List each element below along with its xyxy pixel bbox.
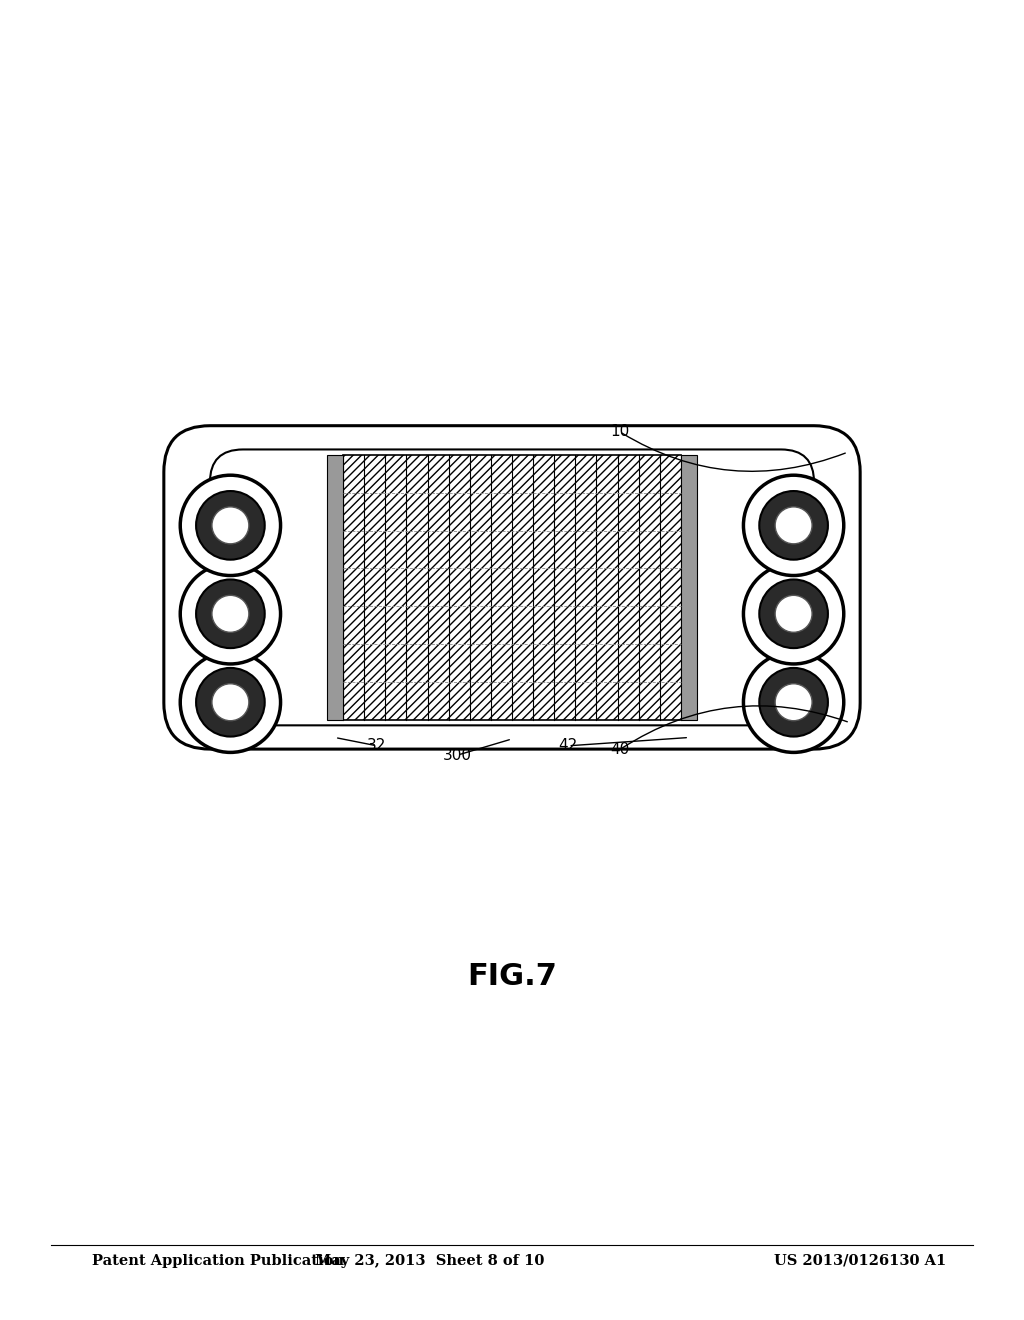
FancyBboxPatch shape: [164, 425, 860, 748]
Circle shape: [180, 652, 281, 752]
Circle shape: [759, 491, 828, 560]
Circle shape: [212, 595, 249, 632]
Bar: [343, 454, 681, 721]
Circle shape: [743, 564, 844, 664]
Circle shape: [196, 491, 265, 560]
Circle shape: [196, 579, 265, 648]
FancyBboxPatch shape: [210, 449, 814, 725]
Circle shape: [759, 579, 828, 648]
Text: 10: 10: [610, 424, 629, 440]
Circle shape: [212, 507, 249, 544]
Text: May 23, 2013  Sheet 8 of 10: May 23, 2013 Sheet 8 of 10: [315, 1254, 545, 1267]
Text: 300: 300: [443, 747, 472, 763]
Circle shape: [196, 668, 265, 737]
Circle shape: [180, 475, 281, 576]
Circle shape: [775, 684, 812, 721]
Circle shape: [775, 595, 812, 632]
Circle shape: [759, 668, 828, 737]
Circle shape: [743, 475, 844, 576]
Text: US 2013/0126130 A1: US 2013/0126130 A1: [774, 1254, 946, 1267]
Text: 42: 42: [559, 738, 578, 754]
Bar: [327, 454, 343, 721]
Circle shape: [743, 652, 844, 752]
Text: Patent Application Publication: Patent Application Publication: [92, 1254, 344, 1267]
Bar: [681, 454, 697, 721]
Circle shape: [775, 507, 812, 544]
Circle shape: [180, 564, 281, 664]
Text: 32: 32: [368, 738, 386, 754]
Text: FIG.7: FIG.7: [467, 962, 557, 991]
Text: 40: 40: [610, 742, 629, 758]
Circle shape: [212, 684, 249, 721]
